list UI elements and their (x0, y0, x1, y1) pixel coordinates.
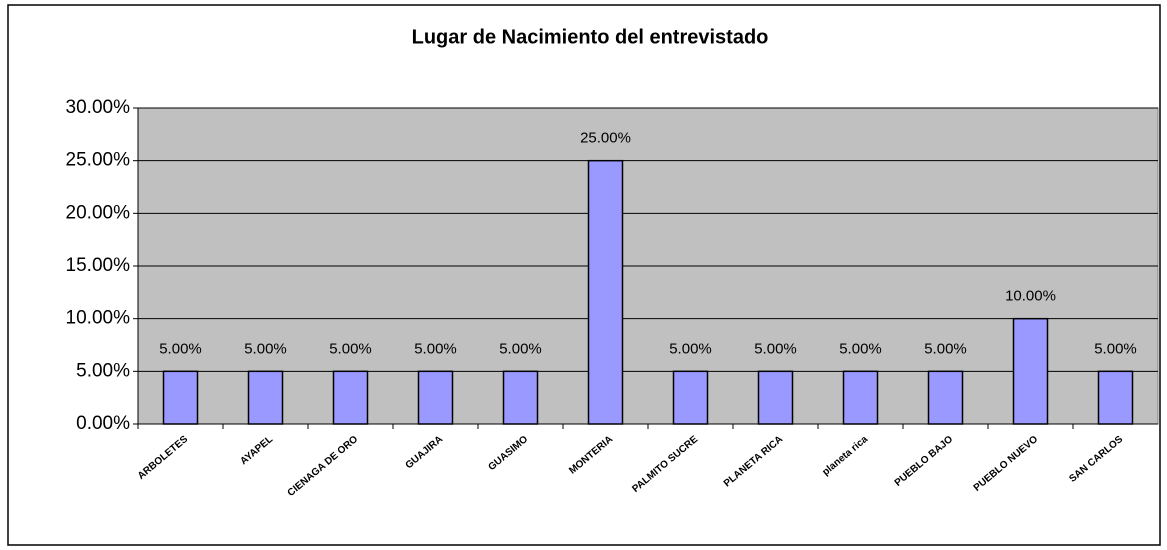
bar (1012, 317, 1049, 425)
y-tick-label: 5.00% (76, 360, 130, 381)
bar (162, 370, 199, 425)
data-label: 5.00% (839, 340, 882, 357)
bar (672, 370, 709, 425)
data-label: 5.00% (159, 340, 202, 357)
bar (757, 370, 794, 425)
data-label: 10.00% (1005, 288, 1056, 305)
data-label: 5.00% (414, 340, 457, 357)
y-tick-label: 25.00% (66, 150, 131, 171)
bar (247, 370, 284, 425)
data-label: 5.00% (1094, 340, 1137, 357)
bar (1097, 370, 1134, 425)
bar (842, 370, 879, 425)
data-label: 5.00% (244, 340, 287, 357)
data-label: 5.00% (499, 340, 542, 357)
bar (927, 370, 964, 425)
bar (502, 370, 539, 425)
bar (417, 370, 454, 425)
y-tick-label: 20.00% (66, 202, 131, 223)
data-label: 5.00% (754, 340, 797, 357)
data-label: 5.00% (669, 340, 712, 357)
bar (587, 159, 624, 425)
bar (332, 370, 369, 425)
y-tick-label: 0.00% (76, 413, 130, 434)
chart-title: Lugar de Nacimiento del entrevistado (412, 26, 769, 48)
data-label: 5.00% (329, 340, 372, 357)
y-tick-label: 30.00% (66, 97, 131, 118)
y-tick-label: 10.00% (66, 308, 131, 329)
data-label: 25.00% (580, 130, 631, 147)
data-label: 5.00% (924, 340, 967, 357)
y-tick-label: 15.00% (66, 255, 131, 276)
